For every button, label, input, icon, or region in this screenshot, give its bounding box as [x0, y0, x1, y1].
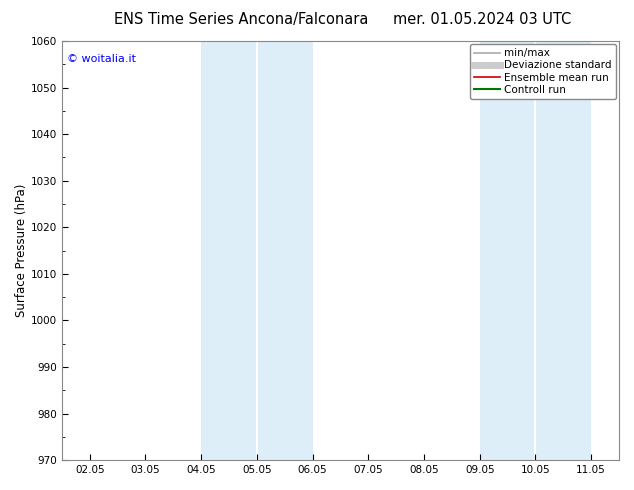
Y-axis label: Surface Pressure (hPa): Surface Pressure (hPa)	[15, 184, 28, 318]
Text: ENS Time Series Ancona/Falconara: ENS Time Series Ancona/Falconara	[113, 12, 368, 27]
Legend: min/max, Deviazione standard, Ensemble mean run, Controll run: min/max, Deviazione standard, Ensemble m…	[470, 44, 616, 99]
Text: mer. 01.05.2024 03 UTC: mer. 01.05.2024 03 UTC	[392, 12, 571, 27]
Text: © woitalia.it: © woitalia.it	[67, 53, 136, 64]
Bar	[201, 41, 313, 460]
Bar	[480, 41, 591, 460]
